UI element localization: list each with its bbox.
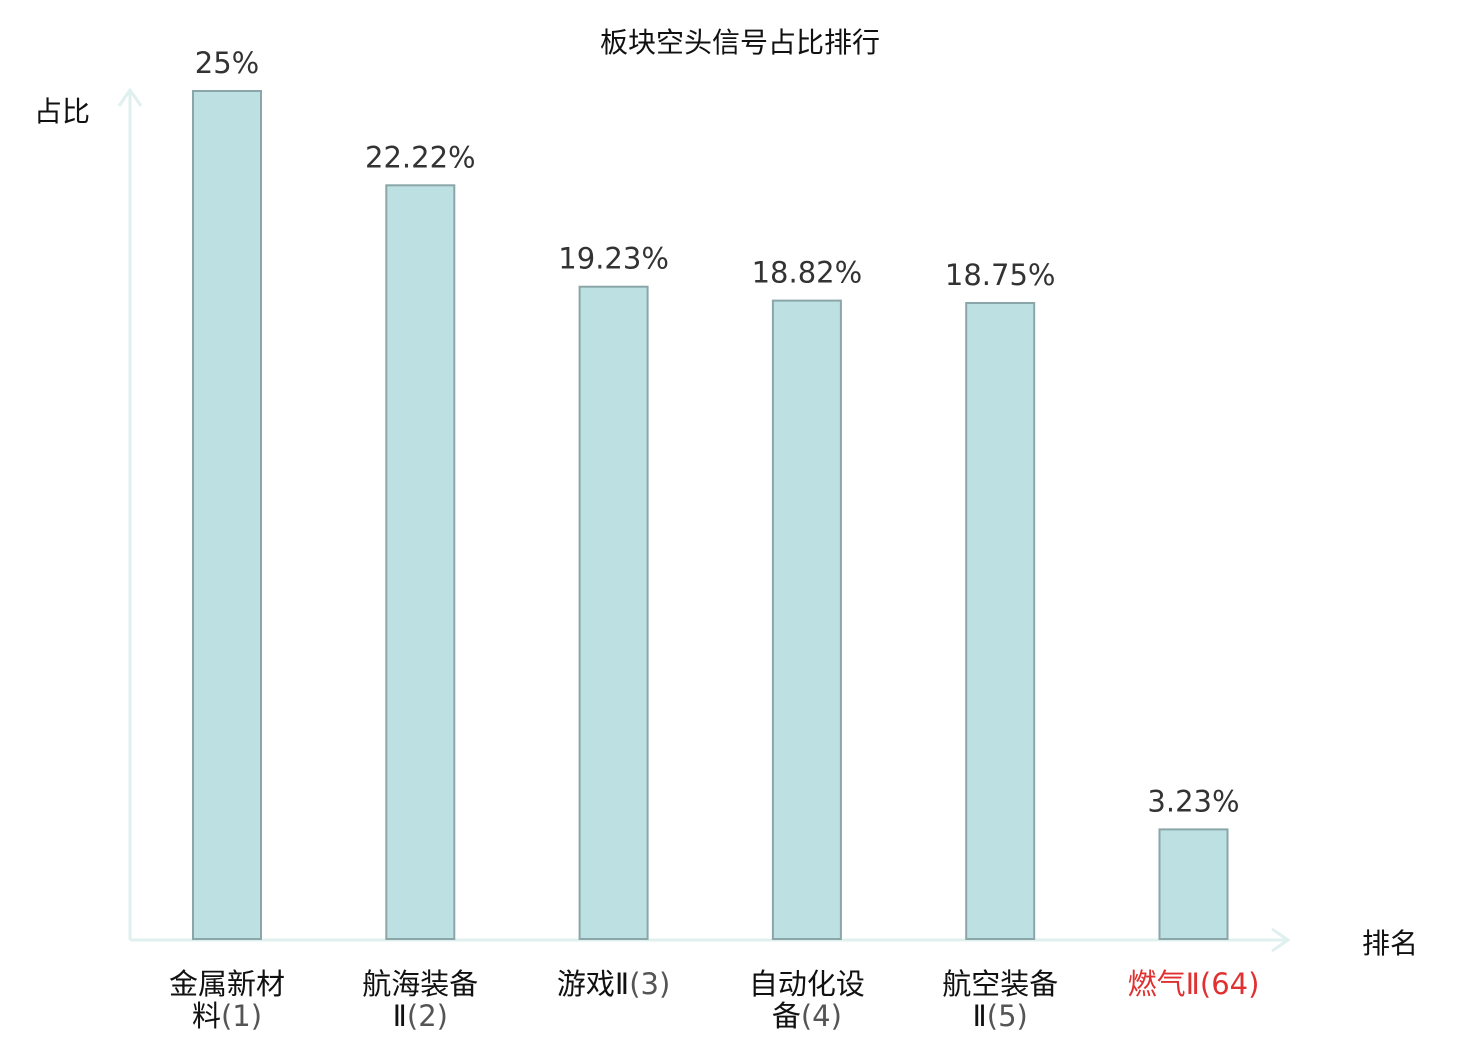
bar-1 [192,90,262,940]
category-label-5: 航空装备 Ⅱ(5) [942,967,1058,1033]
x-axis-label: 排名 [1362,927,1418,960]
category-label-6: 燃气Ⅱ(64) [1128,967,1260,1001]
bar-2 [385,184,456,941]
chart-title: 板块空头信号占比排行 [600,26,880,59]
value-label-5: 18.75% [945,258,1056,292]
bars [192,90,1229,941]
category-label-2: 航海装备 Ⅱ(2) [362,967,478,1033]
value-label-1: 25% [195,46,259,80]
category-labels: 金属新材料(1) 航海装备 Ⅱ(2) 游戏Ⅱ(3) 自动化设备(4) 航空装备 Ⅱ(5) 燃气… [169,967,1259,1033]
x-axis [130,927,1291,953]
bar-5 [965,302,1036,940]
y-axis-label: 占比 [34,95,90,128]
category-label-1: 金属新材料(1) [169,967,285,1033]
value-label-3: 19.23% [558,242,669,276]
bar-3 [578,285,649,940]
value-label-6: 3.23% [1147,784,1239,818]
category-label-3: 游戏Ⅱ(3) [557,967,670,1001]
bar-4 [771,299,842,941]
bar-6 [1158,828,1229,941]
value-label-2: 22.22% [365,140,476,174]
value-labels: 25% 22.22% 19.23% 18.82% 18.75% 3.23% [195,46,1240,818]
category-label-4: 自动化设备(4) [749,967,865,1033]
y-axis [117,87,143,940]
value-label-4: 18.82% [752,256,863,290]
